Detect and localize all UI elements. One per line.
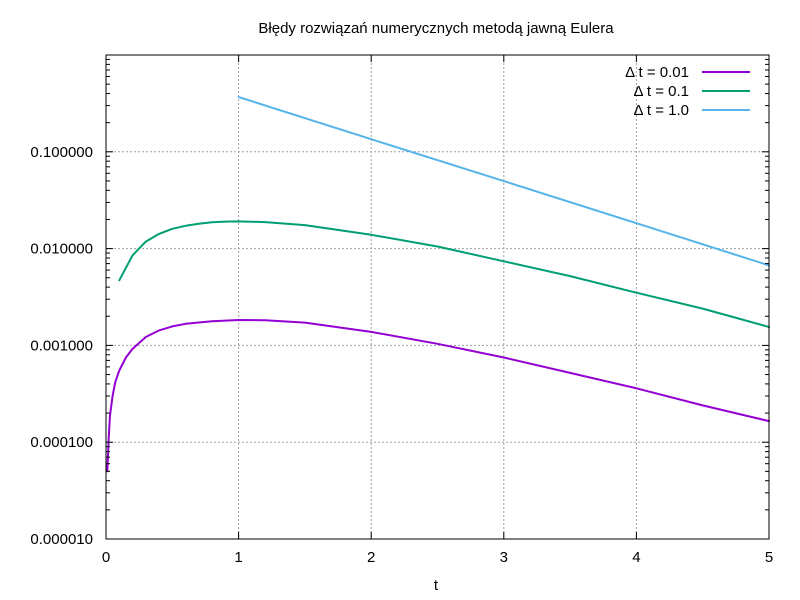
grid — [106, 55, 769, 539]
x-tick-label: 2 — [367, 549, 375, 566]
y-axis: 0.000010 0.000100 0.001000 0.010000 0.100000 — [30, 58, 769, 548]
legend-label: Δ t = 0.1 — [634, 83, 689, 100]
y-tick-label: 0.000010 — [30, 531, 93, 548]
x-tick-label: 1 — [234, 549, 242, 566]
series-layer — [106, 96, 770, 473]
chart-title: Błędy rozwiązań numerycznych metodą jawn… — [258, 20, 614, 37]
series-line-1 — [106, 319, 770, 473]
series-line-3 — [237, 96, 770, 267]
series-line-2 — [118, 220, 770, 328]
legend-label: Δ t = 0.01 — [625, 64, 689, 81]
x-axis-label: t — [434, 577, 439, 594]
x-tick-label: 5 — [765, 549, 773, 566]
x-axis: 0 1 2 3 4 5 — [102, 55, 773, 566]
legend: Δ t = 0.01 Δ t = 0.1 Δ t = 1.0 — [625, 64, 750, 119]
x-tick-label: 3 — [500, 549, 508, 566]
legend-label: Δ t = 1.0 — [634, 102, 689, 119]
y-tick-label: 0.010000 — [30, 241, 93, 258]
y-tick-label: 0.000100 — [30, 434, 93, 451]
x-tick-label: 0 — [102, 549, 110, 566]
y-tick-label: 0.100000 — [30, 144, 93, 161]
y-tick-label: 0.001000 — [30, 337, 93, 354]
x-tick-label: 4 — [632, 549, 640, 566]
plot-frame — [105, 54, 770, 540]
